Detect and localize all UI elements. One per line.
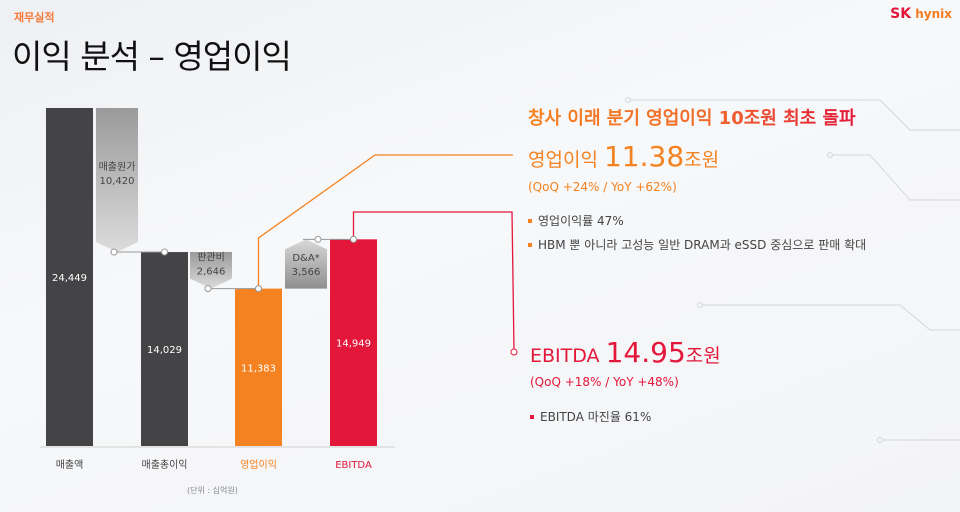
unit-note: (단위 : 십억원)	[187, 486, 238, 495]
logo-name: hynix	[915, 7, 952, 21]
ebitda-label: EBITDA	[530, 345, 600, 367]
step-label: 판관비	[197, 251, 225, 263]
category-label: 매출액	[56, 459, 84, 471]
bar-3	[330, 239, 377, 446]
bar-value-label: 14,949	[336, 339, 371, 350]
op-label: 영업이익	[528, 149, 598, 171]
bullet-icon	[528, 242, 532, 247]
category-label: 영업이익	[240, 458, 277, 471]
bullet-icon	[530, 414, 534, 419]
section-label: 재무실적	[14, 11, 55, 24]
op-number: 11.38	[603, 140, 685, 173]
decorative-circuit-lines	[625, 97, 960, 443]
bullet-op-margin: 영업이익률 47%	[528, 212, 624, 229]
category-label: 매출총이익	[142, 459, 188, 471]
callout-dot	[350, 235, 357, 243]
connector-dot	[161, 248, 168, 256]
step-value: 2,646	[197, 266, 226, 277]
connector-dot	[110, 248, 118, 256]
bullet-text: 영업이익률 47%	[538, 214, 624, 228]
bullet-sales: HBM 뿐 아니라 고성능 일반 DRAM과 eSSD 중심으로 판매 확대	[528, 236, 866, 253]
bar-1	[141, 252, 188, 446]
op-change: (QoQ +24% / YoY +62%)	[528, 180, 677, 194]
step-label: 매출원가	[99, 161, 136, 173]
bullet-icon	[528, 218, 532, 223]
step-value: 3,566	[292, 267, 321, 278]
connector-dot	[204, 285, 212, 293]
step-value: 10,420	[100, 176, 135, 187]
ebitda-unit: 조원	[685, 345, 721, 367]
bar-value-label: 11,383	[241, 363, 276, 374]
bar-0	[46, 108, 93, 446]
step-1	[190, 252, 232, 289]
ebitda-number: 14.95	[605, 336, 686, 369]
bullet-text: HBM 뿐 아니라 고성능 일반 DRAM과 eSSD 중심으로 판매 확대	[538, 238, 867, 252]
headline: 창사 이래 분기 영업이익 10조원 최초 돌파	[528, 104, 856, 130]
connector-dot	[314, 235, 322, 243]
bar-value-label: 24,449	[52, 273, 87, 284]
bullet-ebitda-margin: EBITDA 마진율 61%	[530, 408, 651, 425]
category-label: EBITDA	[335, 460, 372, 471]
op-unit: 조원	[684, 149, 720, 171]
step-0	[96, 108, 138, 253]
sk-hynix-logo: SK hynix	[890, 6, 952, 22]
callout-line-ebitda	[352, 211, 515, 351]
ebitda-value: EBITDA 14.95조원	[530, 336, 721, 369]
step-2	[285, 239, 327, 289]
operating-profit-value: 영업이익 11.38조원	[528, 140, 719, 173]
logo-brand: SK	[890, 6, 912, 22]
callout-line-operating-profit	[257, 154, 513, 289]
ebitda-change: (QoQ +18% / YoY +48%)	[530, 375, 679, 389]
step-label: D&A*	[292, 253, 319, 264]
bar-value-label: 14,029	[147, 345, 182, 356]
callout-dot	[510, 348, 518, 356]
page-title: 이익 분석 – 영업이익	[12, 37, 292, 76]
callout-dot	[255, 285, 262, 293]
bar-2	[235, 288, 282, 446]
bullet-text: EBITDA 마진율 61%	[540, 410, 652, 424]
